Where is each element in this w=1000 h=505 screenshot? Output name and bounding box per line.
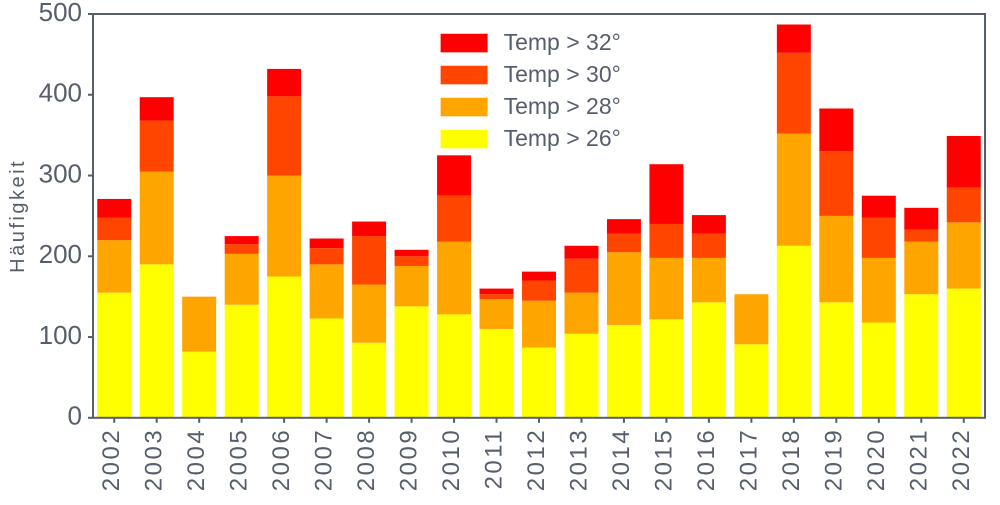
svg-text:2007: 2007: [311, 428, 338, 491]
svg-text:Temp > 30°: Temp > 30°: [504, 61, 621, 87]
svg-text:2011: 2011: [481, 428, 508, 490]
svg-text:2018: 2018: [778, 428, 805, 491]
svg-text:Häufigkeit: Häufigkeit: [7, 159, 29, 273]
svg-text:2021: 2021: [905, 428, 932, 491]
svg-text:2005: 2005: [226, 428, 253, 491]
svg-text:2012: 2012: [523, 428, 550, 491]
svg-text:2016: 2016: [693, 428, 720, 491]
svg-text:2002: 2002: [98, 428, 125, 491]
svg-text:2013: 2013: [565, 428, 592, 491]
svg-text:2019: 2019: [820, 428, 847, 491]
svg-text:2010: 2010: [438, 428, 465, 491]
svg-text:300: 300: [39, 158, 82, 188]
svg-text:Temp > 32°: Temp > 32°: [504, 29, 621, 55]
svg-text:2004: 2004: [183, 428, 210, 491]
svg-text:2009: 2009: [396, 428, 423, 491]
svg-text:400: 400: [39, 78, 82, 108]
svg-text:2015: 2015: [650, 428, 677, 491]
svg-text:2008: 2008: [353, 428, 380, 491]
svg-text:0: 0: [68, 401, 82, 431]
svg-text:2020: 2020: [863, 428, 890, 491]
svg-text:Temp > 26°: Temp > 26°: [504, 125, 621, 151]
svg-text:2017: 2017: [735, 428, 762, 491]
svg-text:2022: 2022: [948, 428, 975, 491]
svg-text:2003: 2003: [141, 428, 168, 491]
svg-text:500: 500: [39, 0, 82, 27]
svg-text:100: 100: [39, 320, 82, 350]
svg-text:2014: 2014: [608, 428, 635, 491]
svg-text:Temp > 28°: Temp > 28°: [504, 93, 621, 119]
svg-text:200: 200: [39, 239, 82, 269]
svg-text:2006: 2006: [268, 428, 295, 491]
